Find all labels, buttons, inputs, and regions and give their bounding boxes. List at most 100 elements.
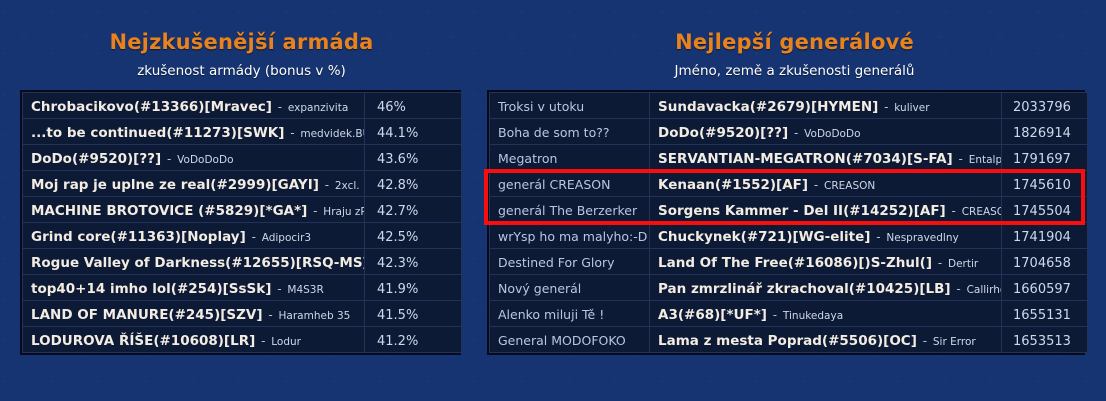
table-row: Alenko miluji Tě ! A3(#68)[*UF*] - Tinuke… [489,300,1088,327]
army-owner-link[interactable]: Adipocir3 [261,232,312,244]
right-panel-title: Nejlepší generálové [675,30,914,54]
general-army-cell: Lama z mesta Poprad(#5506)[OC] - Sir Err… [649,326,1002,353]
general-army-cell: Pan zmrzlinář zkrachoval(#10425)[LB] - C… [649,274,1002,301]
army-name-cell: Moj rap je uplne ze real(#2999)[GAYI] - … [22,170,365,197]
army-bonus-value: 41.9% [377,282,419,297]
general-name-cell: generál CREASON [489,170,650,197]
army-bonus-value: 43.6% [377,152,419,167]
left-ranking-panel: Nejzkušenější armáda zkušenost armády (b… [0,0,483,355]
army-bonus-value: 46% [377,100,406,115]
army-owner-link[interactable]: Sir Error [932,336,976,348]
army-name-link[interactable]: SERVANTIAN-MEGATRON(#7034)[S-FA] [658,151,953,167]
army-name-cell: ...to be continued(#11273)[SWK] - medvid… [22,118,365,145]
table-row: generál CREASON Kenaan(#1552)[AF] - CREAS… [489,170,1088,197]
army-name-link[interactable]: LAND OF MANURE(#245)[SZV] [31,307,263,323]
army-name-link[interactable]: DoDo(#9520)[??] [658,125,789,141]
name-owner-separator: - [947,204,960,218]
general-army-cell: Kenaan(#1552)[AF] - CREASON [649,170,1002,197]
general-experience-value: 1655131 [1013,308,1071,323]
name-owner-separator: - [309,204,322,218]
general-name-cell: Destined For Glory [489,248,650,275]
army-owner-link[interactable]: Dertir [947,258,979,270]
army-bonus-value: 41.2% [377,334,419,349]
general-name-label: Megatron [498,151,558,166]
army-name-link[interactable]: Pan zmrzlinář zkrachoval(#10425)[LB] [658,281,951,297]
army-name-link[interactable]: Chrobacikovo(#13366)[Mravec] [31,99,272,115]
name-owner-separator: - [257,334,270,348]
army-owner-link[interactable]: Callirhoe [966,284,1001,296]
table-row: ...to be continued(#11273)[SWK] - medvid… [22,118,462,145]
army-owner-link[interactable]: CREASON [961,206,1001,218]
army-name-link[interactable]: MACHINE BROTOVICE (#5829)[*GA*] [31,203,308,219]
army-owner-link[interactable]: 2xcl. [334,180,360,192]
general-experience-value: 1745610 [1013,178,1071,193]
army-owner-link[interactable]: kuliver [894,102,930,114]
general-army-cell: Sundavacka(#2679)[HYMEN] - kuliver [649,92,1002,119]
army-name-link[interactable]: Land Of The Free(#16086)[)S-Zhul(] [658,255,933,271]
name-owner-separator: - [952,282,965,296]
general-experience-value: 1791697 [1013,152,1071,167]
general-experience-cell: 2033796 [1001,92,1088,119]
army-name-link[interactable]: Rogue Valley of Darkness(#12655)[RSQ-MS] [31,255,365,271]
general-experience-value: 1741904 [1013,230,1071,245]
army-owner-link[interactable]: Tinukedaya [782,310,844,322]
army-owner-link[interactable]: Lodur [271,336,301,348]
army-name-link[interactable]: ...to be continued(#11273)[SWK] [31,125,285,141]
army-owner-link[interactable]: expanzivita [287,102,349,114]
army-name-link[interactable]: Kenaan(#1552)[AF] [658,177,809,193]
general-experience-value: 1653513 [1013,334,1071,349]
name-owner-separator: - [320,178,333,192]
army-name-cell: DoDo(#9520)[??] - VoDoDoDo [22,144,365,171]
army-name-link[interactable]: A3(#68)[*UF*] [658,307,767,323]
general-experience-cell: 1745504 [1001,196,1088,223]
army-bonus-value: 42.3% [377,256,419,271]
general-experience-cell: 1704658 [1001,248,1088,275]
general-army-cell: SERVANTIAN-MEGATRON(#7034)[S-FA] - Ental… [649,144,1002,171]
army-owner-link[interactable]: Nespravedlny [886,232,959,244]
army-name-link[interactable]: Sundavacka(#2679)[HYMEN] [658,99,879,115]
general-name-label: generál The Berzerker [498,203,638,218]
name-owner-separator: - [163,152,176,166]
name-owner-separator: - [264,308,277,322]
general-name-cell: generál The Berzerker [489,196,650,223]
general-army-cell: DoDo(#9520)[??] - VoDoDoDo [649,118,1002,145]
army-name-link[interactable]: LODUROVA ŘÍŠE(#10608)[LR] [31,333,256,349]
name-owner-separator: - [872,230,885,244]
army-bonus-cell: 42.3% [364,248,462,275]
general-name-label: Boha de som to?? [498,125,610,140]
table-row: Boha de som to?? DoDo(#9520)[??] - VoDoDo… [489,118,1088,145]
army-bonus-cell: 42.5% [364,222,462,249]
army-name-link[interactable]: top40+14 imho lol(#254)[SsSk] [31,281,272,297]
army-owner-link[interactable]: Haramheb 35 [278,310,351,322]
army-owner-link[interactable]: M4S3R [287,284,324,296]
general-experience-value: 2033796 [1013,100,1071,115]
general-name-label: General MODOFOKO [498,333,626,348]
name-owner-separator: - [790,126,803,140]
general-army-cell: Land Of The Free(#16086)[)S-Zhul(] - Der… [649,248,1002,275]
table-row: Destined For Glory Land Of The Free(#1608… [489,248,1088,275]
army-owner-link[interactable]: Hraju zPolska Oo [323,206,363,218]
name-owner-separator: - [247,230,260,244]
army-name-link[interactable]: Grind core(#11363)[Noplay] [31,229,246,245]
army-owner-link[interactable]: Entalpie [968,154,1002,166]
name-owner-separator: - [918,334,931,348]
table-row: top40+14 imho lol(#254)[SsSk] - M4S3R 41.… [22,274,462,301]
army-name-link[interactable]: DoDo(#9520)[??] [31,151,162,167]
general-name-cell: Troksi v utoku [489,92,650,119]
army-name-link[interactable]: Moj rap je uplne ze real(#2999)[GAYI] [31,177,319,193]
general-experience-cell: 1653513 [1001,326,1088,353]
name-owner-separator: - [286,126,299,140]
right-ranking-panel: Nejlepší generálové Jméno, země a zkušen… [483,0,1106,355]
table-row: Nový generál Pan zmrzlinář zkrachoval(#10… [489,274,1088,301]
general-experience-value: 1704658 [1013,256,1071,271]
army-name-link[interactable]: Lama z mesta Poprad(#5506)[OC] [658,333,917,349]
army-name-link[interactable]: Sorgens Kammer - Del II(#14252)[AF] [658,203,946,219]
table-row: Megatron SERVANTIAN-MEGATRON(#7034)[S-FA]… [489,144,1088,171]
army-owner-link[interactable]: CREASON [824,180,876,192]
army-name-cell: Chrobacikovo(#13366)[Mravec] - expanzivi… [22,92,365,119]
army-owner-link[interactable]: VoDoDoDo [177,154,234,166]
army-owner-link[interactable]: VoDoDoDo [804,128,861,140]
army-owner-link[interactable]: medvidek.BU [300,128,365,140]
army-name-link[interactable]: Chuckynek(#721)[WG-elite] [658,229,871,245]
